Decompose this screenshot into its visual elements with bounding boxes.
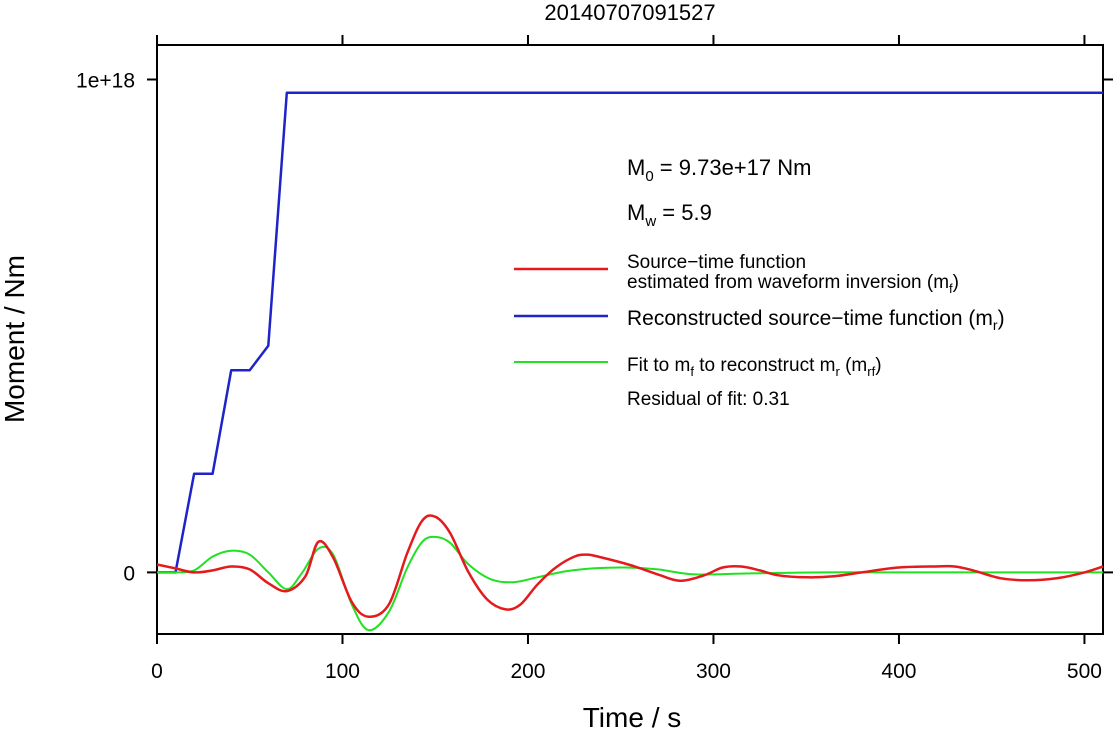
y-tick-label-1: 1e+18 [76, 70, 135, 93]
series-layer [156, 91, 1104, 632]
seismic-moment-annotation: M0 = 9.73e+17 Nm [627, 155, 811, 185]
y-tick-label-0: 0 [123, 562, 135, 585]
legend-text-mf-line1: Source−time function [627, 252, 806, 273]
legend-text-mr: Reconstructed source−time function (mr) [627, 307, 1005, 333]
x-axis-ticks: 0 100 200 300 400 500 [151, 35, 1102, 683]
residual-of-fit: Residual of fit: 0.31 [627, 389, 790, 410]
y-axis-label: Moment / Nm [0, 255, 30, 423]
legend: Source−time function estimated from wave… [514, 252, 1005, 410]
moment-magnitude-annotation: Mw = 5.9 [627, 200, 712, 230]
series-line-mr [157, 91, 1103, 574]
legend-text-mf-line2: estimated from waveform inversion (mf) [627, 272, 959, 296]
legend-text-mrf: Fit to mf to reconstruct mr (mrf) [627, 355, 882, 379]
x-tick-label-1: 100 [325, 660, 360, 683]
x-tick-label-2: 200 [510, 660, 545, 683]
series-line-mrf [156, 535, 1104, 632]
plot-frame [156, 44, 1104, 635]
x-tick-label-3: 300 [696, 660, 731, 683]
x-tick-label-5: 500 [1067, 660, 1102, 683]
x-tick-label-0: 0 [151, 660, 163, 683]
series-line-mf [156, 514, 1104, 619]
x-axis-label: Time / s [583, 702, 682, 733]
y-axis-ticks: 0 1e+18 [76, 70, 1113, 585]
x-tick-label-4: 400 [881, 660, 916, 683]
chart-title: 20140707091527 [544, 0, 715, 25]
